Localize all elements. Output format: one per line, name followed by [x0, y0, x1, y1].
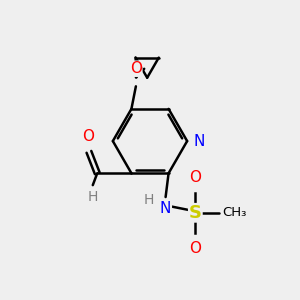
Text: O: O — [82, 128, 94, 143]
Text: CH₃: CH₃ — [222, 206, 247, 219]
Text: S: S — [189, 204, 202, 222]
Text: H: H — [88, 190, 98, 205]
Text: O: O — [130, 61, 142, 76]
Text: N: N — [194, 134, 205, 148]
Text: N: N — [160, 202, 171, 217]
Text: H: H — [144, 193, 154, 207]
Text: O: O — [189, 241, 201, 256]
Text: N: N — [194, 134, 205, 148]
Text: O: O — [189, 170, 201, 185]
